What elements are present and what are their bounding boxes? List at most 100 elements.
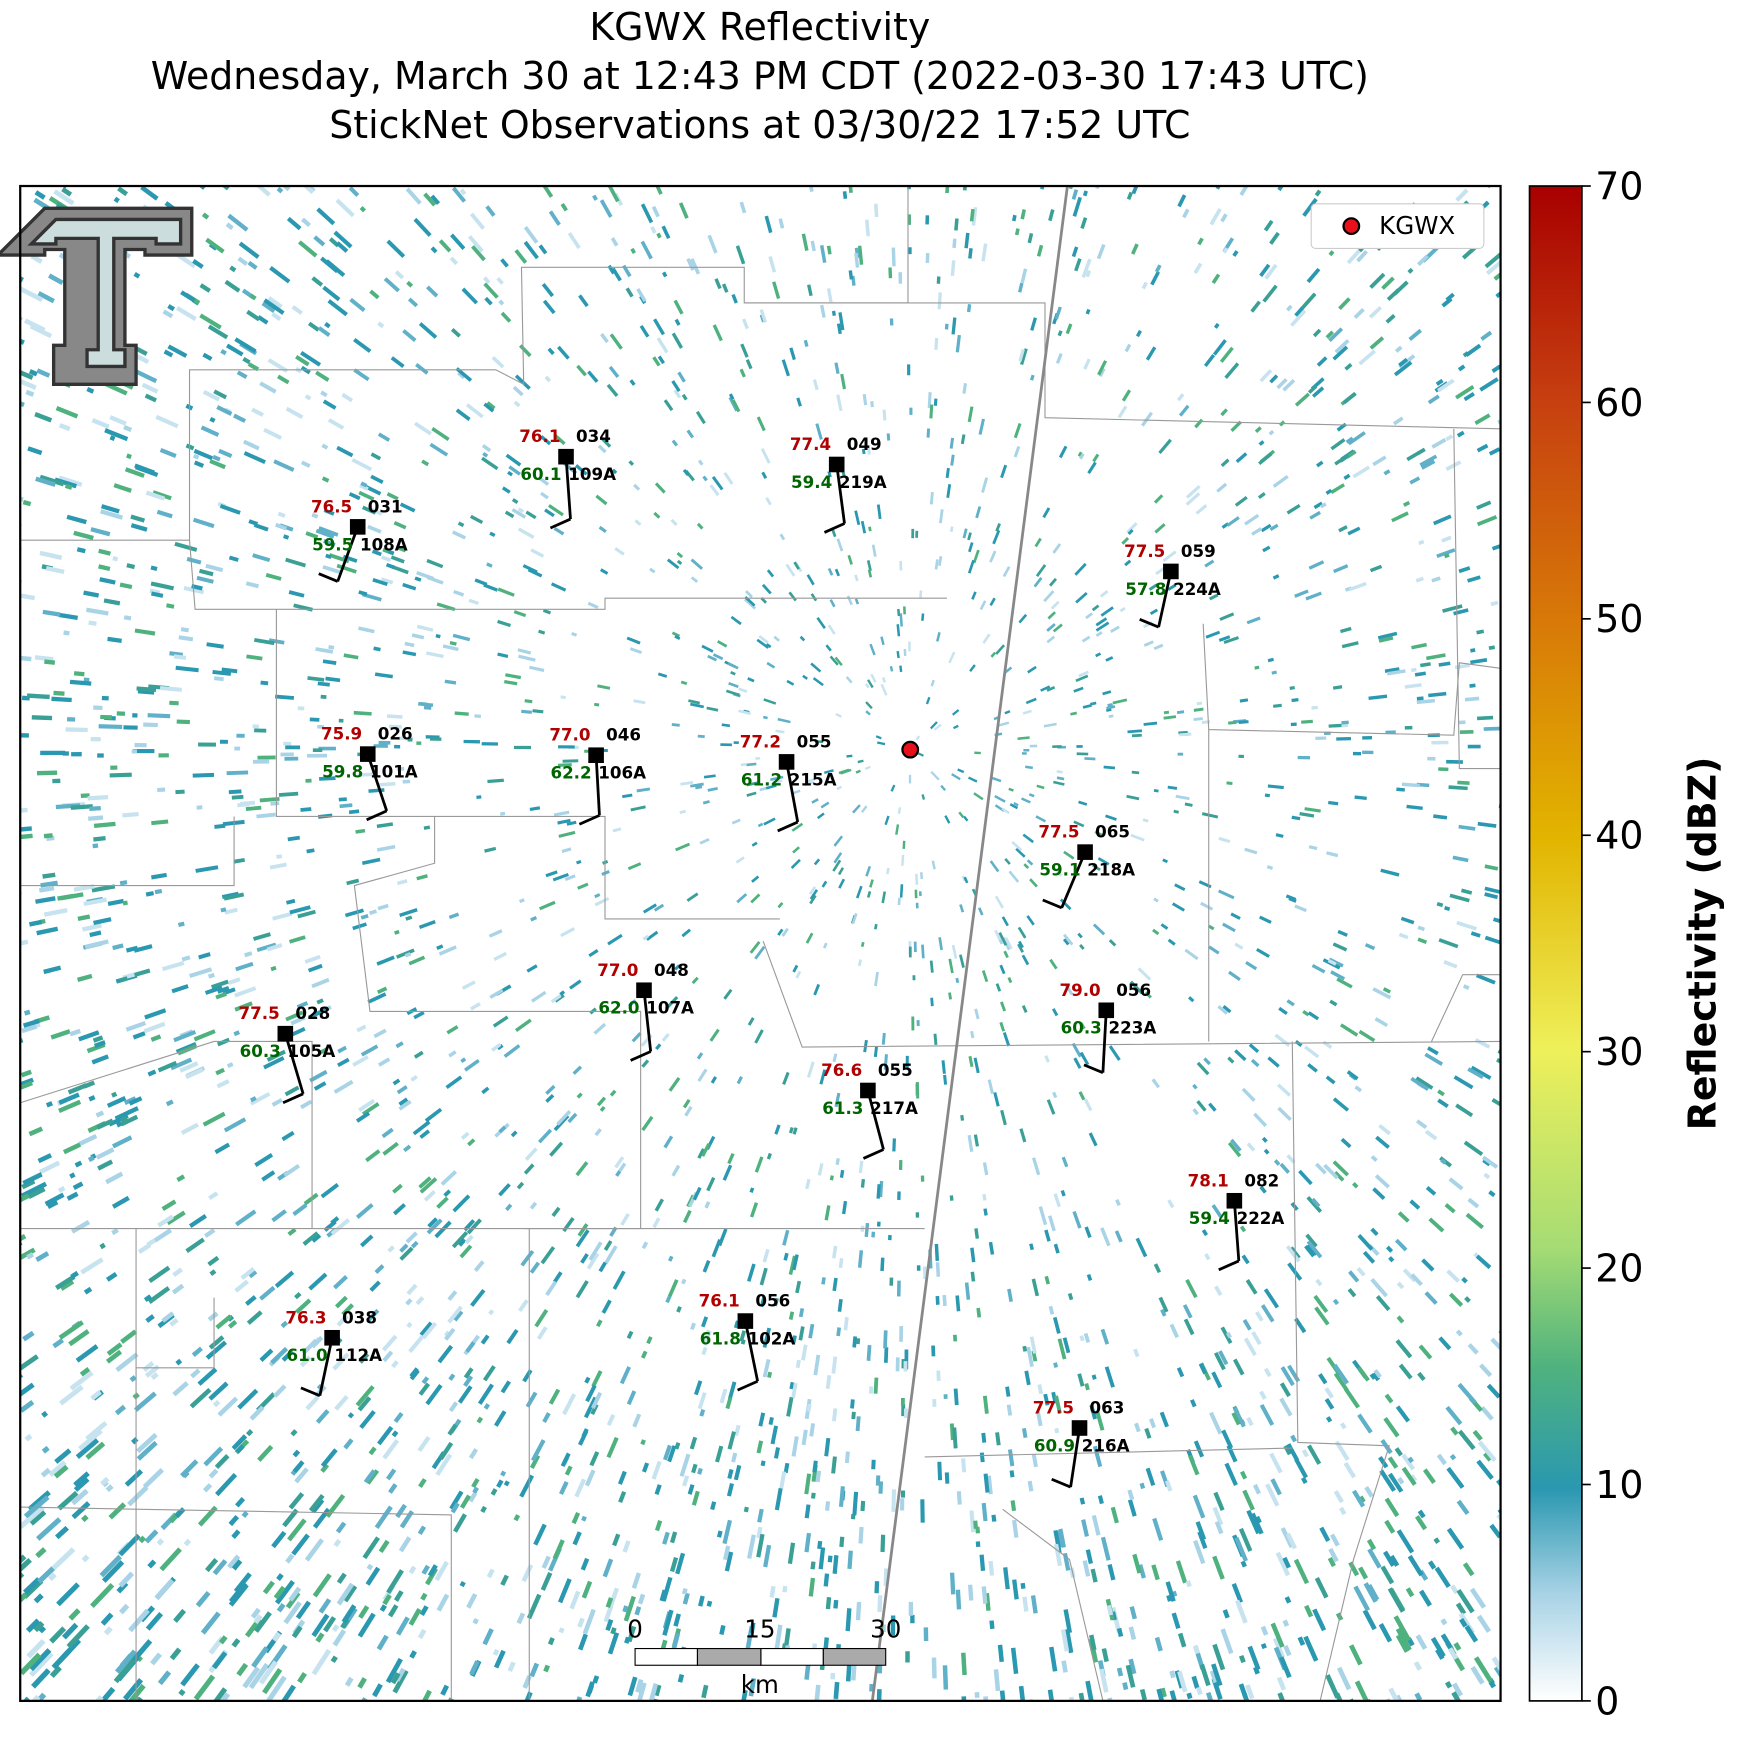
radar-echo — [1264, 793, 1271, 798]
radar-echo — [513, 400, 521, 408]
radar-echo — [348, 809, 360, 815]
radar-echo — [1257, 492, 1266, 499]
radar-echo — [843, 186, 848, 187]
radar-echo — [56, 1582, 80, 1607]
radar-echo — [1234, 942, 1244, 950]
radar-echo — [722, 1164, 733, 1181]
radar-echo — [358, 626, 375, 634]
radar-echo — [1480, 1406, 1494, 1421]
radar-echo — [256, 812, 276, 819]
radar-echo — [787, 1542, 796, 1564]
radar-echo — [583, 1396, 598, 1419]
radar-echo — [1245, 961, 1258, 971]
radar-echo — [1020, 348, 1028, 366]
radar-echo — [1040, 186, 1045, 190]
radar-echo — [107, 898, 124, 906]
radar-echo — [1314, 189, 1322, 197]
radar-echo — [1448, 785, 1468, 791]
radar-echo — [386, 714, 403, 719]
radar-echo — [571, 632, 578, 637]
radar-echo — [1204, 559, 1215, 568]
radar-echo — [1208, 945, 1220, 955]
radar-echo — [649, 1683, 659, 1701]
radar-echo — [144, 1529, 159, 1544]
radar-echo — [795, 970, 802, 979]
radar-echo — [20, 996, 21, 999]
radar-echo — [1340, 1137, 1352, 1149]
radar-echo — [725, 1396, 733, 1410]
radar-echo — [1072, 1210, 1082, 1229]
radar-echo — [219, 1692, 231, 1701]
radar-echo — [402, 650, 417, 657]
radar-echo — [292, 1460, 305, 1474]
radar-echo — [1397, 1477, 1405, 1485]
radar-echo — [1312, 328, 1322, 338]
radar-echo — [612, 827, 622, 833]
radar-echo — [269, 862, 287, 870]
radar-echo — [483, 402, 495, 413]
radar-echo — [1044, 1275, 1050, 1285]
radar-echo — [83, 1080, 96, 1089]
radar-echo — [804, 780, 814, 787]
radar-echo — [1199, 1663, 1211, 1687]
radar-echo — [669, 1531, 678, 1544]
radar-echo — [450, 233, 466, 251]
radar-echo — [246, 654, 263, 661]
radar-echo — [1075, 674, 1089, 683]
radar-echo — [1262, 545, 1271, 553]
radar-echo — [323, 508, 335, 516]
radar-echo — [871, 544, 877, 557]
radar-echo — [109, 415, 127, 426]
radar-echo — [361, 505, 377, 515]
radar-echo — [731, 1452, 738, 1463]
radar-echo — [524, 699, 533, 704]
radar-echo — [1455, 1329, 1463, 1337]
radar-echo — [27, 446, 43, 456]
radar-echo — [1456, 1499, 1470, 1516]
radar-echo — [791, 822, 804, 832]
radar-echo — [751, 875, 760, 883]
radar-echo — [390, 1672, 401, 1685]
radar-echo — [499, 811, 506, 816]
radar-echo — [410, 1074, 418, 1082]
radar-echo — [1192, 1494, 1206, 1519]
radar-echo — [219, 504, 241, 515]
radar-echo — [1078, 1091, 1086, 1101]
radar-echo — [1114, 1230, 1123, 1243]
radar-echo — [677, 1673, 685, 1683]
colorbar-tick-label: 40 — [1595, 814, 1643, 858]
radar-echo — [1314, 1306, 1330, 1326]
radar-echo — [360, 481, 368, 488]
radar-echo — [440, 1684, 450, 1696]
radar-echo — [122, 900, 128, 906]
radar-echo — [27, 1490, 51, 1512]
radar-echo — [311, 512, 319, 519]
radar-echo — [169, 651, 184, 657]
radar-echo — [742, 318, 749, 330]
radar-echo — [845, 676, 853, 684]
radar-echo — [722, 1545, 731, 1561]
radar-echo — [835, 1158, 840, 1166]
radar-echo — [1239, 1225, 1247, 1233]
radar-echo — [636, 1682, 647, 1701]
radar-echo — [1173, 809, 1179, 814]
radar-echo — [817, 1163, 824, 1176]
radar-echo — [254, 1152, 274, 1168]
radar-echo — [809, 894, 817, 905]
radar-echo — [322, 565, 342, 575]
radar-echo — [1436, 1453, 1447, 1466]
radar-echo — [572, 1531, 582, 1546]
radar-echo — [523, 1163, 535, 1175]
radar-echo — [566, 820, 577, 826]
radar-echo — [419, 701, 428, 707]
radar-echo — [782, 1071, 790, 1086]
radar-echo — [538, 629, 546, 635]
radar-echo — [557, 345, 570, 360]
radar-echo — [884, 815, 890, 826]
radar-echo — [220, 907, 227, 913]
radar-echo — [699, 838, 710, 845]
radar-echo — [1131, 770, 1140, 775]
radar-echo — [1315, 1278, 1323, 1287]
radar-echo — [134, 628, 156, 636]
radar-echo — [382, 1593, 392, 1606]
